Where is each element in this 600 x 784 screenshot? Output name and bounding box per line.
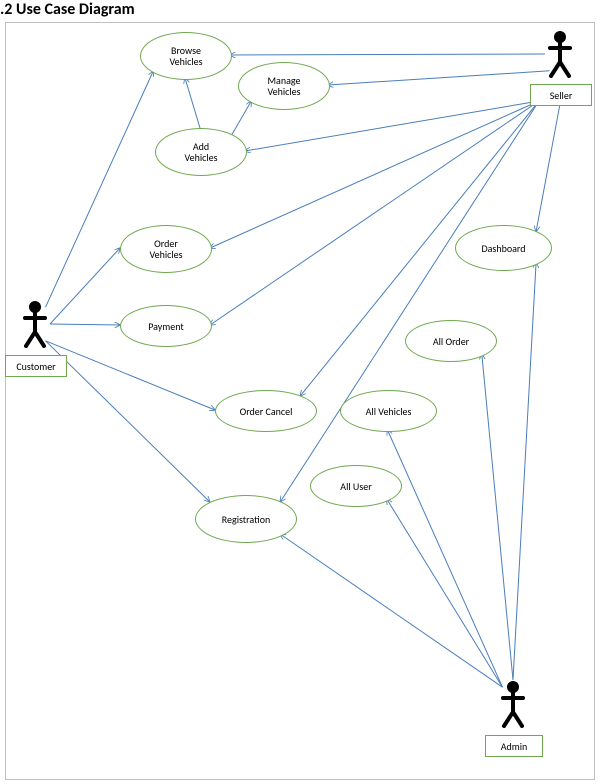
usecase-label: Browse Vehicles	[169, 45, 202, 67]
usecase-label: All Vehicles	[366, 406, 412, 417]
usecase-ordercancel: Order Cancel	[215, 390, 317, 432]
actor-label: Seller	[550, 89, 573, 102]
edge-admin-icon-to-allvehicles	[388, 430, 503, 687]
diagram-canvas: .2 Use Case Diagram Browse VehiclesManag…	[0, 0, 600, 784]
actor-label: Admin	[501, 740, 528, 753]
usecase-payment: Payment	[120, 305, 212, 347]
actor-admin-label-box: Admin	[485, 735, 543, 757]
usecase-manage: Manage Vehicles	[238, 62, 330, 110]
usecase-dashboard: Dashboard	[455, 225, 552, 271]
edge-seller-box-to-payment	[210, 101, 539, 325]
usecase-order: Order Vehicles	[120, 225, 212, 273]
usecase-label: Dashboard	[481, 243, 525, 254]
actor-seller-label-box: Seller	[530, 84, 592, 106]
usecase-label: Payment	[148, 321, 184, 332]
edge-customer-icon-to-order	[50, 248, 120, 324]
usecase-browse: Browse Vehicles	[140, 32, 232, 80]
usecase-label: All User	[340, 481, 371, 492]
usecase-label: Manage Vehicles	[267, 75, 300, 97]
edge-add-to-manage	[232, 101, 251, 134]
actor-customer-icon	[20, 300, 50, 348]
usecase-allvehicles: All Vehicles	[340, 390, 437, 432]
edges-layer	[0, 0, 600, 784]
usecase-add: Add Vehicles	[155, 128, 247, 176]
edge-admin-icon-to-allorder	[482, 354, 513, 680]
actor-customer-label-box: Customer	[5, 355, 67, 377]
edge-admin-icon-to-alluser	[387, 499, 503, 687]
actor-admin-icon	[498, 680, 528, 728]
usecase-label: Order Vehicles	[149, 238, 182, 260]
edge-customer-icon-to-ordercancel	[46, 341, 216, 410]
usecase-allorder: All Order	[405, 320, 497, 362]
edge-seller-box-to-registration	[280, 101, 539, 502]
edge-seller-icon-to-browse	[230, 54, 545, 55]
usecase-alluser: All User	[310, 465, 402, 507]
edge-seller-box-to-dashboard	[536, 104, 560, 231]
edge-add-to-browse	[185, 78, 200, 128]
actor-label: Customer	[16, 360, 55, 373]
usecase-label: All Order	[433, 336, 469, 347]
usecase-label: Add Vehicles	[184, 141, 217, 163]
edge-customer-icon-to-registration	[46, 341, 210, 502]
usecase-label: Order Cancel	[240, 406, 293, 417]
edge-admin-icon-to-dashboard	[513, 263, 536, 680]
edge-customer-icon-to-browse	[46, 71, 154, 307]
edge-customer-icon-to-payment	[50, 324, 120, 325]
usecase-registration: Registration	[195, 495, 297, 543]
actor-seller-icon	[545, 30, 575, 78]
usecase-label: Registration	[222, 514, 270, 525]
edge-admin-icon-to-registration	[280, 534, 502, 687]
edge-seller-icon-to-manage	[328, 71, 550, 85]
